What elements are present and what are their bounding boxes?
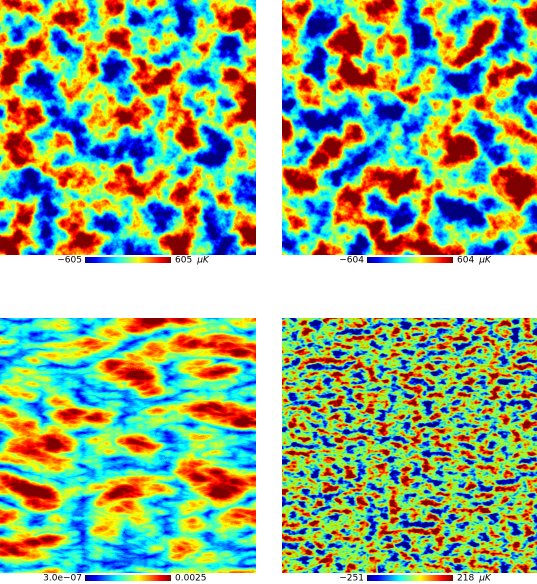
colorbar [85,257,171,263]
map-image [0,0,256,255]
colorbar-max-label: 0.0025 [175,574,207,584]
colorbar-unit: μK [478,256,492,266]
colorbar-min-label: −251 [339,574,364,584]
colorbar-min-label: −605 [57,256,82,266]
colorbar-max-label: 605 [175,256,192,266]
colorbar-unit: μK [478,574,492,584]
colorbar [367,257,453,263]
colorbar-max-label: 604 [457,256,474,266]
map-image [0,318,256,573]
colorbar [85,575,171,581]
colorbar-min-label: −604 [339,256,364,266]
colorbar-min-label: 3.0e−07 [43,574,82,584]
colorbar-unit: μK [196,256,210,266]
map-image [282,0,537,255]
colorbar [367,575,453,581]
colorbar-max-label: 218 [457,574,474,584]
map-image [282,318,537,573]
